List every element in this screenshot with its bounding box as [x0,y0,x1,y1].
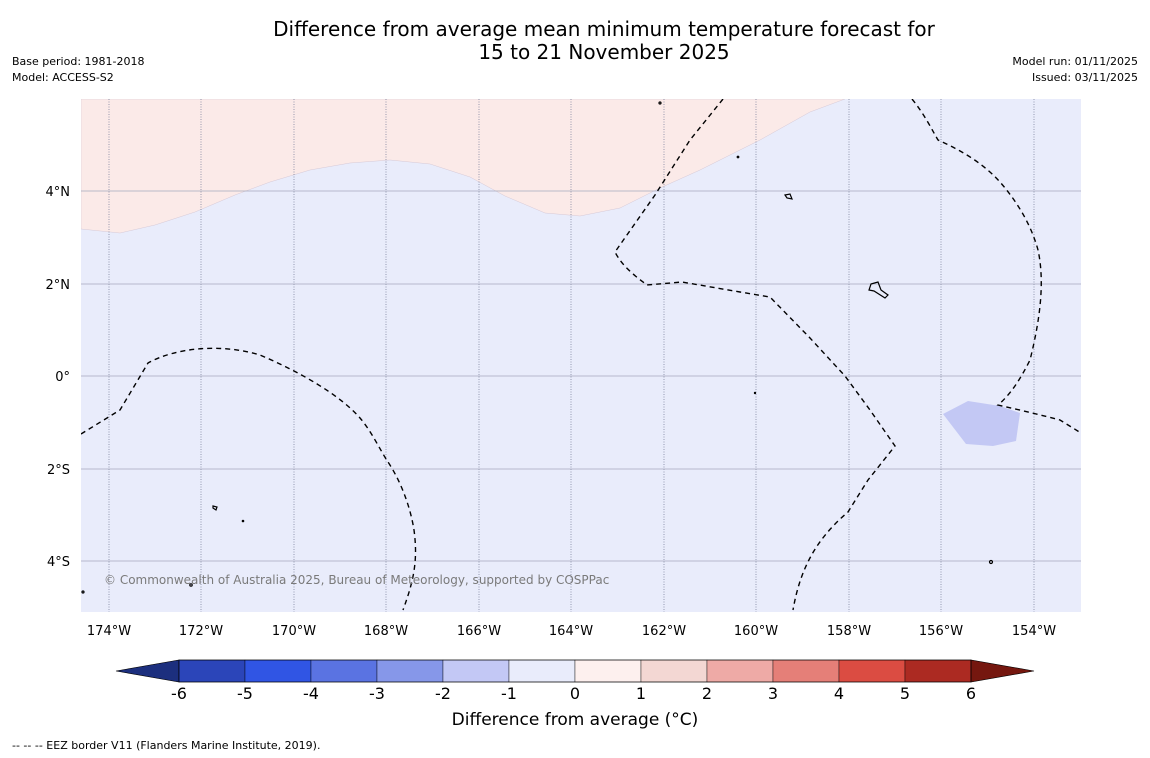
colorbar: -6 -5 -4 -3 -2 -1 0 1 2 3 4 5 6 [115,659,1035,703]
model-run: Model run: 01/11/2025 [1012,55,1138,68]
lon-label: 158°W [827,624,871,639]
lat-label: 2°S [47,463,70,478]
meridians [108,99,1035,612]
colorbar-tick-label: 2 [702,684,712,703]
island-small-8 [753,391,757,395]
colorbar-tick-label: -6 [171,684,187,703]
colorbar-tick-label: 1 [636,684,646,703]
lon-label: 160°W [734,624,778,639]
island-small-7 [241,519,245,523]
colorbar-bin [904,659,972,683]
colorbar-bin [706,659,774,683]
title-line-1: Difference from average mean minimum tem… [273,17,935,41]
colorbar-tick-label: -1 [501,684,517,703]
colorbar-bin [772,659,840,683]
lon-label: 174°W [87,624,131,639]
lon-label: 154°W [1012,624,1056,639]
eez-borders [81,99,1081,611]
colorbar-tick-label: 5 [900,684,910,703]
latitude-labels: 4°N 2°N 0° 2°S 4°S [46,185,71,570]
colorbar-label: Difference from average (°C) [451,710,699,730]
lat-label: 4°N [46,185,71,200]
parallels [81,190,1081,562]
island-kiritimati [868,281,889,299]
copyright-text: © Commonwealth of Australia 2025, Bureau… [104,573,609,587]
eez-border-east [911,99,1081,434]
lon-label: 162°W [642,624,686,639]
colorbar-tick-label: 0 [570,684,580,703]
eez-footnote: -- -- -- EEZ border V11 (Flanders Marine… [12,739,321,752]
island-jarvis [784,193,793,200]
longitude-labels: 174°W 172°W 170°W 168°W 166°W 164°W 162°… [87,624,1056,639]
colorbar-bin [178,659,246,683]
meta-right: Model run: 01/11/2025 Issued: 03/11/2025 [1012,54,1138,86]
map-panel: © Commonwealth of Australia 2025, Bureau… [81,99,1081,612]
colorbar-bin [244,659,312,683]
island-small-1 [212,505,218,511]
colorbar-bin [838,659,906,683]
model-name: Model: ACCESS-S2 [12,71,114,84]
colorbar-tick-label: 4 [834,684,844,703]
colorbar-outline [178,659,972,683]
colorbar-bin [310,659,378,683]
island-small-4 [736,155,740,159]
cool-anomaly-region [943,401,1020,446]
colorbar-tick-label: -2 [435,684,451,703]
colorbar-bin [508,659,576,683]
lon-label: 166°W [457,624,501,639]
lon-label: 170°W [272,624,316,639]
eez-border-central [614,99,896,611]
colorbar-bin [640,659,708,683]
island-small-6 [81,590,85,594]
colorbar-extend-high [970,659,1035,683]
issued-date: Issued: 03/11/2025 [1031,71,1138,84]
colorbar-tick-label: -5 [237,684,253,703]
colorbar-tick-label: 3 [768,684,778,703]
colorbar-ticks: -6 -5 -4 -3 -2 -1 0 1 2 3 4 5 6 [171,684,976,703]
lon-label: 172°W [179,624,223,639]
colorbar-tick-label: -4 [303,684,319,703]
colorbar-tick-label: -3 [369,684,385,703]
colorbar-tick-label: 6 [966,684,976,703]
islands [81,101,994,594]
colorbar-extend-low [115,659,180,683]
title-line-2: 15 to 21 November 2025 [478,40,730,64]
warm-anomaly-region [81,99,846,234]
lon-label: 164°W [549,624,593,639]
lat-label: 4°S [47,555,70,570]
island-small-3 [658,101,662,105]
island-small-2 [189,583,193,587]
island-small-5 [988,559,994,565]
map-title: Difference from average mean minimum tem… [0,18,1150,64]
colorbar-bin [442,659,510,683]
colorbar-bins [178,659,972,683]
eez-border-west [81,347,417,611]
lon-label: 168°W [364,624,408,639]
colorbar-bin [574,659,642,683]
graticule [81,99,1081,612]
base-period: Base period: 1981-2018 [12,55,145,68]
lat-label: 0° [55,370,70,385]
lon-label: 156°W [919,624,963,639]
meta-left: Base period: 1981-2018 Model: ACCESS-S2 [12,54,144,86]
lat-label: 2°N [46,278,71,293]
colorbar-bin [376,659,444,683]
